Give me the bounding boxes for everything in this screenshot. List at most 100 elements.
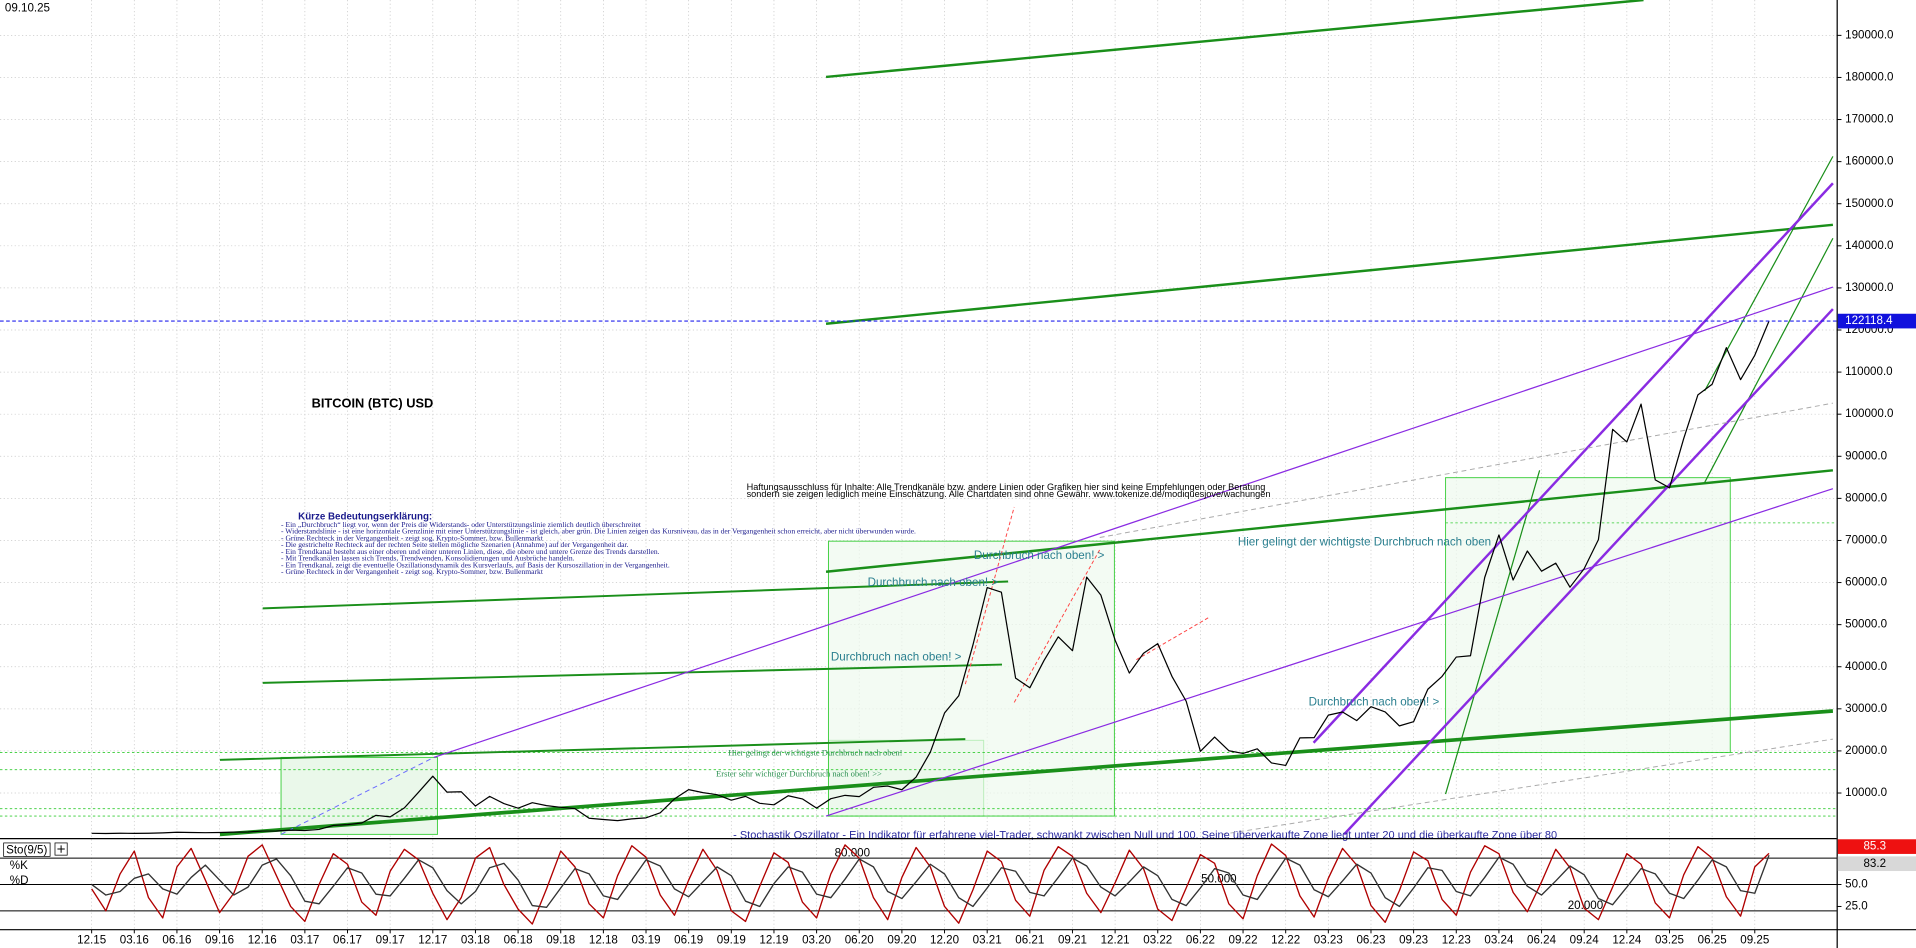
trend-line [1444,470,1541,795]
y-tick-label: 60000.0 [1845,576,1887,589]
x-tick-label: 06.24 [1527,934,1557,947]
x-tick-label: 06.19 [674,934,703,947]
support-levels [0,522,1837,817]
x-tick-label: 03.17 [290,934,319,947]
trend-line [825,223,1834,325]
last-value-label: 83.2 [1863,857,1886,870]
trend-line [1013,549,1101,703]
x-tick-label: 12.24 [1612,934,1642,947]
x-tick-label: 06.23 [1356,934,1385,947]
disclaimer: Haftungsausschluss für Inhalte: Alle Tre… [747,482,1266,492]
indicator-description: - Stochastik Oszillator - Ein Indikator … [733,830,1557,842]
x-tick-label: 09.22 [1229,934,1258,947]
current-price-box [1837,313,1916,329]
x-tick-label: 03.19 [632,934,661,947]
y-tick-label: 25.0 [1845,900,1868,913]
trend-line [1312,182,1834,744]
callout: Hier gelingt der wichtigste Durchbruch n… [728,748,902,758]
x-tick-label: 09.18 [546,934,575,947]
legend-line: - Mit Trendkanälen lassen sich Trends, T… [281,554,575,563]
legend-title: Kürze Bedeutungserklärung: [298,511,432,522]
x-tick-label: 12.20 [930,934,959,947]
y-tick-label: 50000.0 [1845,618,1887,631]
y-tick-label: 170000.0 [1845,113,1893,126]
legend-entry: %D [10,874,29,887]
x-tick-label: 12.19 [759,934,788,947]
y-tick-label: 30000.0 [1845,702,1887,715]
trend-line [825,469,1834,573]
y-tick-label: 50.0 [1845,878,1868,891]
y-tick-label: 160000.0 [1845,155,1893,168]
trend-line [280,756,435,835]
trend-line [1136,616,1210,661]
callout: Durchbruch nach oben! > [868,576,999,589]
trend-line [1343,308,1834,836]
trend-line [1221,738,1833,835]
plus-icon [57,845,65,853]
x-tick-label: 06.25 [1698,934,1727,947]
y-tick-label: 140000.0 [1845,239,1893,252]
x-tick-label: 09.19 [717,934,746,947]
callout: Durchbruch nach oben! > [831,650,962,663]
series-line [91,855,1770,909]
x-tick-label: 09.21 [1058,934,1087,947]
trend-lines [219,0,1834,837]
y-tick-label: 180000.0 [1845,71,1893,84]
y-tick-label: 70000.0 [1845,534,1887,547]
x-tick-label: 12.23 [1442,934,1471,947]
chart-title: BITCOIN (BTC) USD [312,396,434,411]
legend-line: - Grüne Rechteck in der Vergangenheit - … [281,567,544,576]
x-tick-label: 06.20 [845,934,874,947]
current-price-label: 122118.4 [1845,314,1893,327]
last-value-box [1837,856,1916,872]
level-label: 80.000 [835,846,870,859]
trend-line [1704,237,1834,483]
legend-line: - Ein Trendkanal besteht aus einer obere… [281,547,660,556]
last-value-box [1837,839,1916,854]
trend-line [433,286,1834,759]
legend-line: - Die gestrichelte Rechteck auf der rech… [281,540,629,549]
series-line [91,320,1770,835]
x-tick-label: 12.15 [77,934,106,947]
level-label: 20.000 [1568,899,1603,912]
callout: Durchbruch nach oben! > [1309,696,1440,709]
trend-line [262,663,1003,684]
y-tick-label: 110000.0 [1845,365,1893,378]
legend-line: - Ein Trendkanal, zeigt die eventuelle O… [281,560,670,569]
trend-line [262,580,1009,610]
x-tick-label: 06.16 [162,934,191,947]
x-tick-label: 06.21 [1015,934,1044,947]
x-tick-label: 03.20 [802,934,831,947]
x-tick-label: 12.17 [418,934,447,947]
y-tick-label: 80000.0 [1845,491,1887,504]
trend-line [219,738,966,761]
trend-line [825,488,1834,817]
y-tick-label: 130000.0 [1845,281,1893,294]
y-tick-label: 90000.0 [1845,449,1887,462]
trend-line [964,506,1015,685]
last-value-label: 85.3 [1863,840,1886,853]
indicator-box [3,842,51,857]
x-tick-label: 09.20 [887,934,916,947]
legend-line: - Ein „Durchbruch“ liegt vor, wenn der P… [281,520,642,529]
x-tick-label: 06.18 [504,934,533,947]
trend-line [1099,402,1833,539]
trend-line [825,0,1644,79]
y-tick-label: 20000.0 [1845,744,1887,757]
callout: Hier gelingt der wichtigste Durchbruch n… [1238,535,1491,548]
y-tick-label: 150000.0 [1845,197,1893,210]
x-tick-label: 03.25 [1655,934,1684,947]
callout: Durchbruch nach oben! > [974,549,1105,562]
trend-line [219,709,1834,837]
x-tick-label: 09.25 [1740,934,1769,947]
x-tick-label: 03.22 [1143,934,1172,947]
x-tick-label: 09.17 [376,934,405,947]
phase-box [1445,477,1731,754]
x-tick-label: 12.22 [1271,934,1300,947]
x-tick-label: 03.24 [1484,934,1514,947]
y-tick-label: 10000.0 [1845,786,1887,799]
series-line [91,843,1770,925]
y-tick-label: 190000.0 [1845,28,1893,41]
